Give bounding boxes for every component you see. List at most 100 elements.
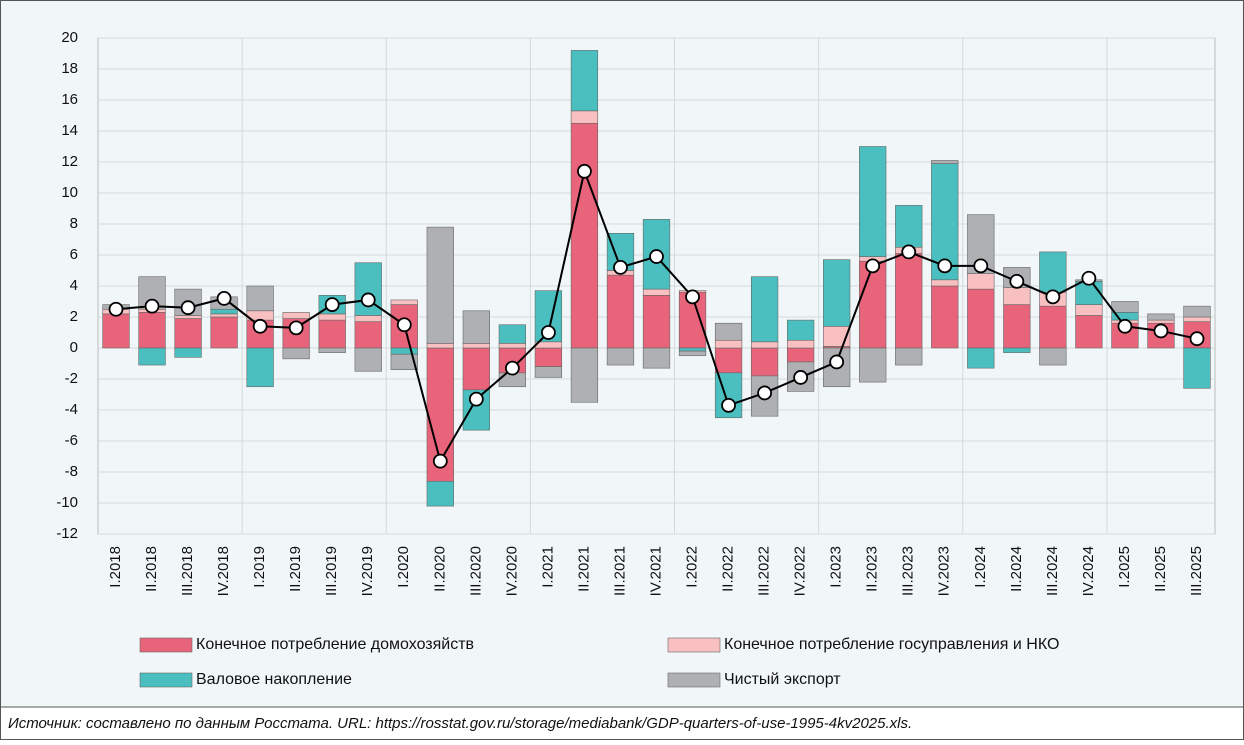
line-point (396, 317, 412, 333)
line-point (649, 249, 664, 264)
line-point (324, 297, 340, 313)
bar-segment (823, 259, 851, 327)
x-tick-label: II.2023 (864, 546, 881, 592)
bar-segment (282, 347, 310, 360)
x-tick-label: II.2024 (1008, 546, 1025, 592)
bar-segment (606, 274, 635, 349)
bar-segment (859, 260, 887, 349)
line-point (1081, 270, 1097, 286)
x-tick-label: II.2021 (575, 546, 592, 592)
line-point (504, 360, 520, 376)
bar-segment (174, 347, 202, 358)
bar-segment (1183, 316, 1211, 322)
x-tick-label: II.2025 (1152, 546, 1169, 592)
bar-segment (1111, 301, 1139, 313)
bar-segment (967, 347, 995, 369)
x-tick-label: III.2019 (323, 546, 340, 596)
bar-segment (1183, 305, 1211, 318)
bar-segment (354, 321, 382, 349)
y-tick-label: 2 (70, 308, 78, 325)
y-tick-label: -10 (56, 494, 78, 511)
bar-segment (714, 347, 743, 374)
bar-segment (967, 273, 995, 290)
bar-segment (498, 343, 527, 349)
line-point (1117, 318, 1133, 334)
bar-segment (1183, 347, 1211, 389)
bar-segment (210, 308, 238, 315)
y-tick-label: 16 (61, 91, 78, 108)
y-tick-label: -8 (65, 463, 78, 480)
x-tick-label: I.2020 (395, 546, 412, 588)
bar-segment (1147, 313, 1175, 321)
x-tick-label: II.2018 (143, 546, 160, 592)
bar-segment (1075, 315, 1103, 349)
y-tick-label: 14 (61, 122, 78, 139)
line-point (1045, 289, 1061, 305)
line-point (144, 298, 160, 314)
bar-segment (570, 122, 599, 349)
bar-segment (138, 312, 166, 349)
bar-segment (714, 339, 743, 349)
y-tick-label: -2 (65, 370, 78, 387)
x-tick-label: I.2022 (684, 546, 701, 588)
bar-segment (534, 347, 563, 367)
legend-swatch (667, 672, 721, 688)
bar-segment (174, 315, 202, 319)
bar-segment (642, 288, 671, 296)
bar-segment (895, 253, 923, 349)
x-tick-label: IV.2021 (647, 546, 664, 596)
bar-segment (1039, 251, 1067, 293)
bar-segment (354, 347, 382, 372)
bar-segment (931, 279, 959, 287)
line-point (865, 258, 881, 274)
bar-segment (426, 226, 454, 344)
footer-bg (1, 707, 1243, 739)
x-tick-label: III.2024 (1044, 546, 1061, 596)
bar-segment (642, 347, 671, 369)
line-point (937, 258, 953, 274)
bar-segment (426, 343, 454, 349)
bar-segment (967, 288, 995, 349)
bar-segment (642, 294, 671, 349)
x-tick-label: I.2025 (1116, 546, 1133, 588)
legend-label: Конечное потребление госуправления и НКО (724, 636, 1059, 653)
bar-segment (678, 347, 707, 352)
x-tick-label: IV.2022 (792, 546, 809, 596)
source-note: Источник: составлено по данным Росстата.… (8, 715, 912, 732)
x-tick-label: IV.2019 (359, 546, 376, 596)
x-tick-label: I.2024 (972, 546, 989, 588)
bar-segment (1147, 319, 1175, 324)
line-point (901, 244, 917, 260)
bar-segment (138, 347, 166, 366)
bar-segment (606, 347, 635, 366)
bar-segment (786, 319, 815, 341)
bar-segment (498, 324, 527, 344)
y-tick-label: 20 (61, 29, 78, 46)
x-tick-label: II.2019 (287, 546, 304, 592)
x-tick-label: III.2023 (900, 546, 917, 596)
bar-segment (390, 347, 418, 355)
x-tick-label: III.2025 (1188, 546, 1205, 596)
y-tick-label: 0 (70, 339, 78, 356)
bar-segment (570, 50, 599, 112)
bar-segment (102, 313, 130, 349)
bar-segment (1075, 304, 1103, 316)
bar-segment (246, 285, 274, 312)
y-tick-label: -6 (65, 432, 78, 449)
line-point (829, 354, 845, 370)
bar-segment (786, 339, 815, 349)
bar-segment (1039, 347, 1067, 366)
bar-segment (1003, 347, 1031, 353)
line-point (1153, 323, 1169, 339)
legend-swatch (667, 637, 721, 653)
line-point (577, 163, 592, 179)
line-point (432, 453, 448, 469)
legend-label: Валовое накопление (196, 671, 352, 688)
bar-segment (1003, 287, 1031, 305)
x-tick-label: IV.2024 (1080, 546, 1097, 596)
line-point (721, 397, 736, 413)
bar-segment (354, 315, 382, 322)
bar-segment (1003, 304, 1031, 349)
y-tick-label: -12 (56, 525, 78, 542)
bar-segment (462, 347, 490, 391)
